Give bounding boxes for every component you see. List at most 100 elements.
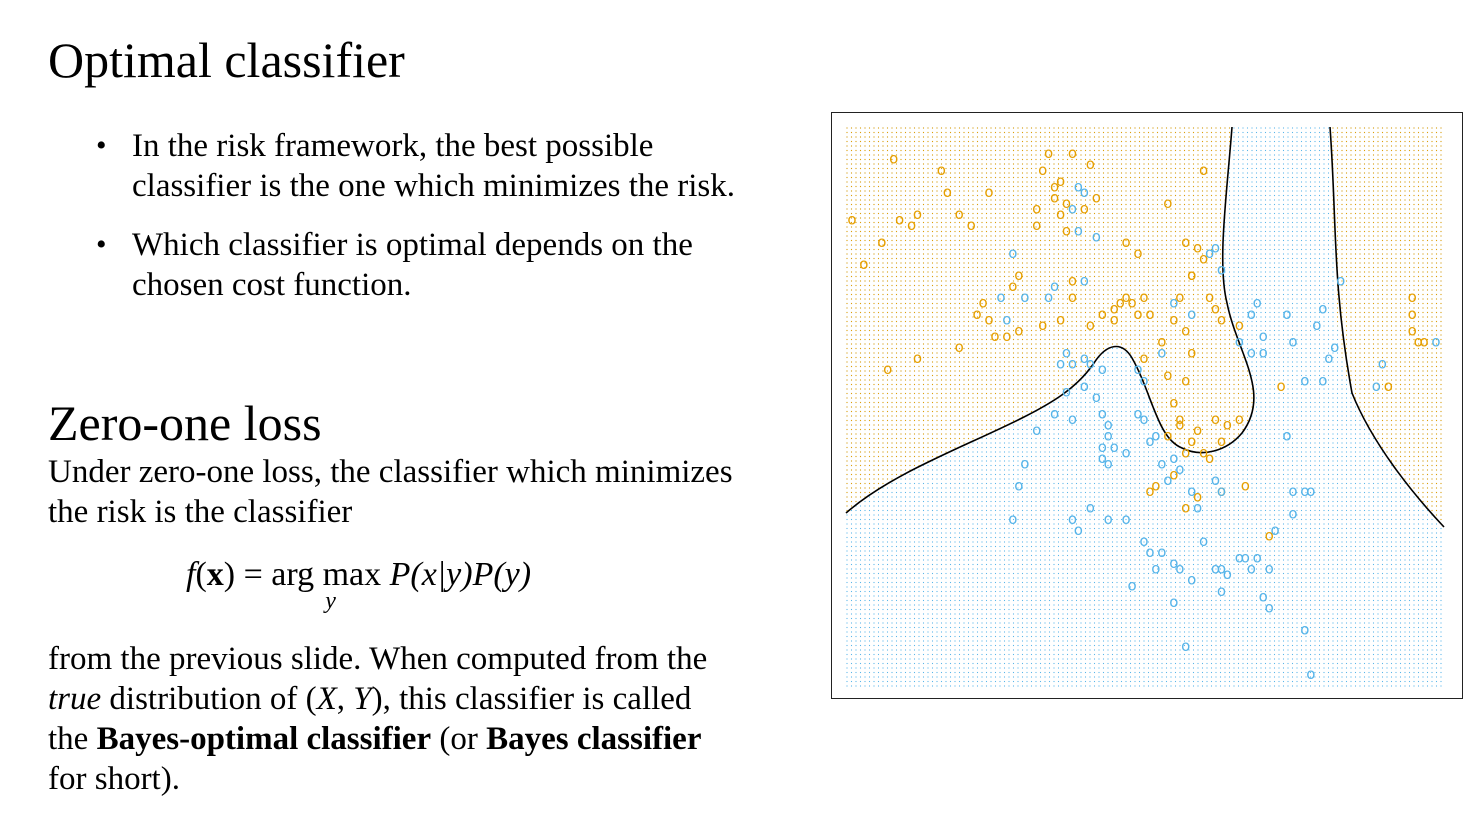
point-blue: o — [1187, 305, 1196, 323]
point-blue: o — [1056, 355, 1065, 373]
point-blue: o — [1330, 338, 1339, 356]
point-blue: o — [1086, 499, 1095, 517]
point-blue: o — [1187, 482, 1196, 500]
point-blue: o — [1306, 482, 1315, 500]
point-blue: o — [1032, 421, 1041, 439]
point-blue: o — [1247, 305, 1256, 323]
point-orange: o — [1187, 266, 1196, 284]
point-orange: o — [1181, 233, 1190, 251]
point-orange: o — [1277, 377, 1286, 395]
point-blue: o — [1068, 410, 1077, 428]
point-orange: o — [955, 338, 964, 356]
bullet-list: In the risk framework, the best possible… — [96, 126, 756, 324]
point-orange: o — [1181, 371, 1190, 389]
point-orange: o — [1169, 466, 1178, 484]
point-orange: o — [1050, 177, 1059, 195]
point-blue: o — [1169, 449, 1178, 467]
point-orange: o — [1235, 410, 1244, 428]
point-blue: o — [1020, 454, 1029, 472]
point-blue: o — [1139, 532, 1148, 550]
point-orange: o — [1044, 144, 1053, 162]
formula-equals: = — [243, 556, 263, 593]
point-orange: o — [1420, 333, 1429, 351]
point-blue: o — [1008, 244, 1017, 262]
point-blue: o — [1205, 244, 1214, 262]
point-orange: o — [1145, 305, 1154, 323]
point-orange: o — [1110, 310, 1119, 328]
point-orange: o — [1098, 305, 1107, 323]
point-orange: o — [1116, 294, 1125, 312]
point-orange: o — [1199, 443, 1208, 461]
point-orange: o — [1086, 316, 1095, 334]
point-blue: o — [1080, 377, 1089, 395]
point-orange: o — [883, 360, 892, 378]
point-blue: o — [1104, 427, 1113, 445]
formula-rhs: P(x|y)P(y) — [389, 556, 532, 593]
point-orange: o — [1408, 288, 1417, 306]
point-orange: o — [1133, 244, 1142, 262]
point-orange: o — [1169, 394, 1178, 412]
point-orange: o — [984, 183, 993, 201]
point-orange: o — [1014, 321, 1023, 339]
point-orange: o — [1002, 327, 1011, 345]
point-blue: o — [1169, 294, 1178, 312]
point-orange: o — [1175, 416, 1184, 434]
point-blue: o — [1169, 554, 1178, 572]
point-orange: o — [907, 216, 916, 234]
point-blue: o — [1324, 349, 1333, 367]
point-blue: o — [1300, 621, 1309, 639]
point-blue: o — [1211, 471, 1220, 489]
point-blue: o — [1062, 344, 1071, 362]
term-bayes-classifier: Bayes classifier — [486, 721, 702, 757]
point-orange: o — [943, 183, 952, 201]
point-orange: o — [1068, 272, 1077, 290]
orange-region-right — [1330, 127, 1444, 527]
point-blue: o — [1318, 299, 1327, 317]
point-blue: o — [1199, 532, 1208, 550]
point-blue: o — [1098, 449, 1107, 467]
point-blue: o — [1253, 294, 1262, 312]
point-blue: o — [1133, 360, 1142, 378]
point-blue: o — [1122, 443, 1131, 461]
point-orange: o — [1408, 305, 1417, 323]
emphasis-true: true — [48, 681, 102, 717]
point-orange: o — [1205, 288, 1214, 306]
point-orange: o — [1086, 155, 1095, 173]
point-blue: o — [1080, 183, 1089, 201]
point-blue: o — [1318, 371, 1327, 389]
point-blue: o — [1157, 543, 1166, 561]
point-orange: o — [1199, 249, 1208, 267]
point-blue: o — [1282, 427, 1291, 445]
point-blue: o — [1378, 355, 1387, 373]
point-orange: o — [1169, 310, 1178, 328]
point-orange: o — [1414, 333, 1423, 351]
point-orange: o — [1128, 294, 1137, 312]
point-orange: o — [1050, 189, 1059, 207]
point-orange: o — [1205, 449, 1214, 467]
point-orange: o — [1217, 310, 1226, 328]
point-orange: o — [913, 349, 922, 367]
point-blue: o — [1074, 222, 1083, 240]
point-orange: o — [1217, 482, 1226, 500]
point-blue: o — [1145, 432, 1154, 450]
point-blue: o — [1217, 560, 1226, 578]
point-orange: o — [1038, 316, 1047, 334]
point-blue: o — [1181, 637, 1190, 655]
point-blue: o — [1092, 388, 1101, 406]
point-orange: o — [1187, 344, 1196, 362]
point-orange: o — [1193, 421, 1202, 439]
bullet-item: In the risk framework, the best possible… — [96, 126, 756, 206]
point-blue: o — [996, 288, 1005, 306]
point-blue: o — [1247, 560, 1256, 578]
point-blue: o — [1080, 349, 1089, 367]
point-blue: o — [1175, 460, 1184, 478]
point-orange: o — [1151, 477, 1160, 495]
point-orange: o — [1110, 299, 1119, 317]
point-orange: o — [973, 305, 982, 323]
point-orange: o — [1056, 205, 1065, 223]
point-blue: o — [1050, 277, 1059, 295]
point-orange: o — [1187, 266, 1196, 284]
decision-boundary-left — [845, 126, 1255, 514]
point-orange: o — [1175, 410, 1184, 428]
